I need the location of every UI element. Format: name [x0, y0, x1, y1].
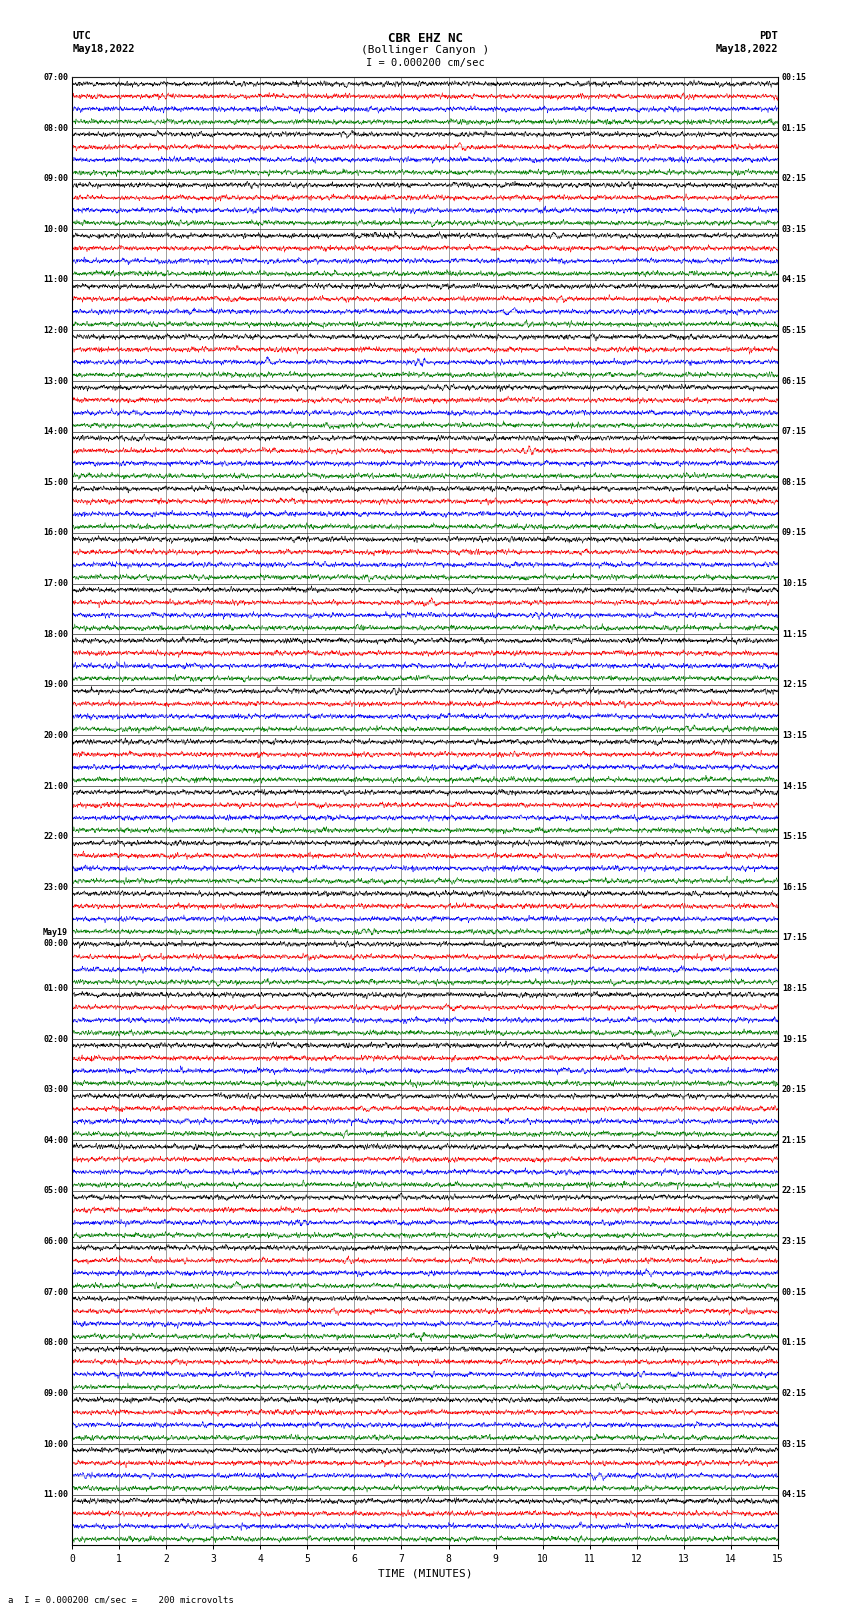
Text: 14:00: 14:00 [43, 427, 68, 436]
Text: 15:00: 15:00 [43, 477, 68, 487]
Text: 21:15: 21:15 [782, 1136, 807, 1145]
Text: 16:15: 16:15 [782, 882, 807, 892]
Text: 23:15: 23:15 [782, 1237, 807, 1247]
Text: 13:15: 13:15 [782, 731, 807, 740]
Text: 06:15: 06:15 [782, 376, 807, 386]
X-axis label: TIME (MINUTES): TIME (MINUTES) [377, 1568, 473, 1579]
Text: 08:15: 08:15 [782, 477, 807, 487]
Text: 09:00: 09:00 [43, 1389, 68, 1398]
Text: 20:15: 20:15 [782, 1086, 807, 1094]
Text: 14:15: 14:15 [782, 782, 807, 790]
Text: 20:00: 20:00 [43, 731, 68, 740]
Text: 00:15: 00:15 [782, 1287, 807, 1297]
Text: 06:00: 06:00 [43, 1237, 68, 1247]
Text: 15:15: 15:15 [782, 832, 807, 840]
Text: 12:00: 12:00 [43, 326, 68, 336]
Text: CBR EHZ NC: CBR EHZ NC [388, 32, 462, 45]
Text: (Bollinger Canyon ): (Bollinger Canyon ) [361, 45, 489, 55]
Text: 02:15: 02:15 [782, 1389, 807, 1398]
Text: 05:00: 05:00 [43, 1187, 68, 1195]
Text: 17:15: 17:15 [782, 934, 807, 942]
Text: 11:00: 11:00 [43, 276, 68, 284]
Text: 02:15: 02:15 [782, 174, 807, 184]
Text: 08:00: 08:00 [43, 1339, 68, 1347]
Text: 00:15: 00:15 [782, 73, 807, 82]
Text: 07:15: 07:15 [782, 427, 807, 436]
Text: 07:00: 07:00 [43, 1287, 68, 1297]
Text: 07:00: 07:00 [43, 73, 68, 82]
Text: 11:00: 11:00 [43, 1490, 68, 1498]
Text: 12:15: 12:15 [782, 681, 807, 689]
Text: 01:15: 01:15 [782, 124, 807, 132]
Text: 18:15: 18:15 [782, 984, 807, 994]
Text: 09:15: 09:15 [782, 529, 807, 537]
Text: UTC: UTC [72, 31, 91, 40]
Text: 11:15: 11:15 [782, 629, 807, 639]
Text: May19
00:00: May19 00:00 [43, 927, 68, 947]
Text: 19:15: 19:15 [782, 1034, 807, 1044]
Text: a  I = 0.000200 cm/sec =    200 microvolts: a I = 0.000200 cm/sec = 200 microvolts [8, 1595, 235, 1605]
Text: 22:15: 22:15 [782, 1187, 807, 1195]
Text: 01:00: 01:00 [43, 984, 68, 994]
Text: 17:00: 17:00 [43, 579, 68, 589]
Text: 19:00: 19:00 [43, 681, 68, 689]
Text: 10:00: 10:00 [43, 1439, 68, 1448]
Text: 03:15: 03:15 [782, 1439, 807, 1448]
Text: 04:00: 04:00 [43, 1136, 68, 1145]
Text: I = 0.000200 cm/sec: I = 0.000200 cm/sec [366, 58, 484, 68]
Text: 10:00: 10:00 [43, 224, 68, 234]
Text: 03:00: 03:00 [43, 1086, 68, 1094]
Text: 08:00: 08:00 [43, 124, 68, 132]
Text: 23:00: 23:00 [43, 882, 68, 892]
Text: PDT: PDT [759, 31, 778, 40]
Text: 09:00: 09:00 [43, 174, 68, 184]
Text: 04:15: 04:15 [782, 1490, 807, 1498]
Text: 01:15: 01:15 [782, 1339, 807, 1347]
Text: 13:00: 13:00 [43, 376, 68, 386]
Text: 03:15: 03:15 [782, 224, 807, 234]
Text: 18:00: 18:00 [43, 629, 68, 639]
Text: 02:00: 02:00 [43, 1034, 68, 1044]
Text: 16:00: 16:00 [43, 529, 68, 537]
Text: May18,2022: May18,2022 [72, 44, 135, 53]
Text: 05:15: 05:15 [782, 326, 807, 336]
Text: May18,2022: May18,2022 [715, 44, 778, 53]
Text: 21:00: 21:00 [43, 782, 68, 790]
Text: 04:15: 04:15 [782, 276, 807, 284]
Text: 10:15: 10:15 [782, 579, 807, 589]
Text: 22:00: 22:00 [43, 832, 68, 840]
